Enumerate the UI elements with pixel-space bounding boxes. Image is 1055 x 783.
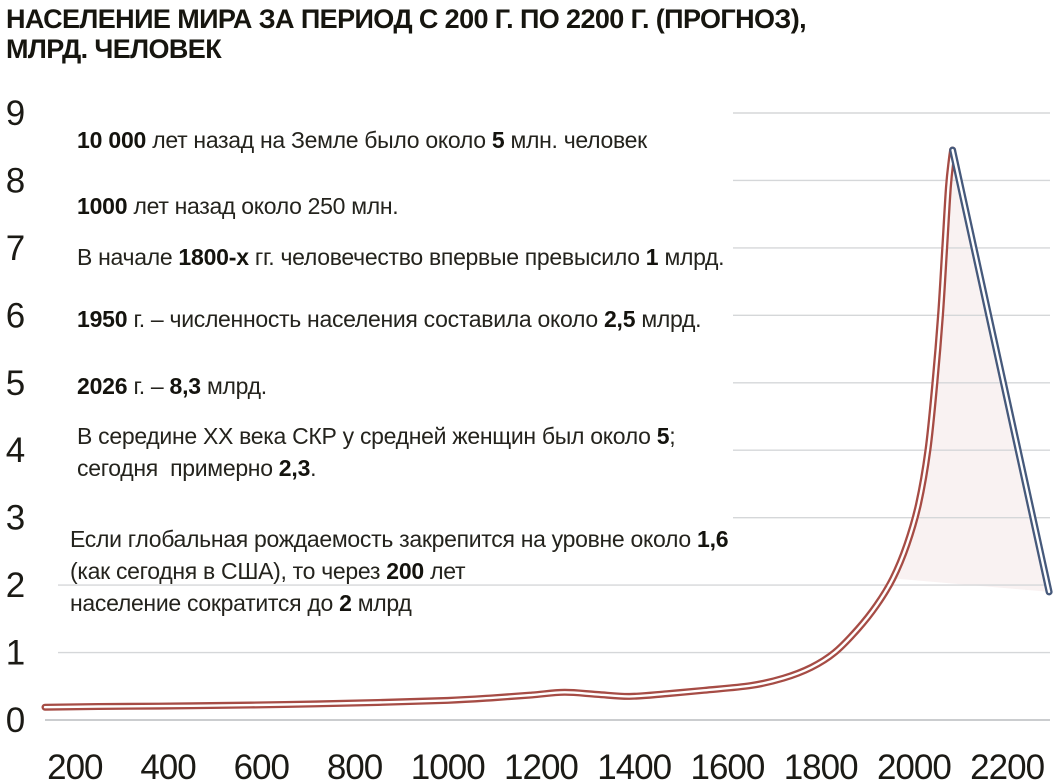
x-tick-2200: 2200 [970,748,1044,783]
x-tick-1800: 1800 [784,748,858,783]
x-axis-labels: 200 400 600 800 1000 1200 1400 1600 1800 2000 2200 [47,748,1045,783]
series-population_history [41,146,957,711]
y-tick-7: 7 [6,229,24,268]
x-tick-600: 600 [234,748,290,783]
x-tick-1200: 1200 [504,748,578,783]
x-tick-1400: 1400 [597,748,671,783]
x-tick-400: 400 [140,748,196,783]
y-tick-0: 0 [6,701,25,740]
x-tick-800: 800 [327,748,383,783]
y-tick-1: 1 [6,634,24,673]
y-tick-5: 5 [6,364,24,403]
x-tick-1000: 1000 [411,748,485,783]
y-tick-9: 9 [6,94,24,133]
page-title: НАСЕЛЕНИЕ МИРА ЗА ПЕРИОД С 200 Г. ПО 220… [6,4,807,64]
y-tick-6: 6 [6,296,24,335]
population_history-core [43,148,954,709]
population_forecast-core [951,148,1051,594]
y-tick-2: 2 [6,566,24,605]
y-tick-8: 8 [6,161,24,200]
gridlines [45,112,1050,721]
y-axis-labels: 0 1 2 3 4 5 6 7 8 9 [6,94,26,740]
x-tick-2000: 2000 [877,748,951,783]
x-tick-1600: 1600 [690,748,764,783]
x-tick-200: 200 [47,748,103,783]
title-line-1: НАСЕЛЕНИЕ МИРА ЗА ПЕРИОД С 200 Г. ПО 220… [6,4,807,34]
y-tick-3: 3 [6,499,24,538]
y-tick-4: 4 [6,431,25,470]
title-line-2: МЛРД. ЧЕЛОВЕК [6,34,222,64]
population_history-outline [41,146,957,711]
peak-fill-area [892,150,1050,592]
series-population_forecast [949,146,1053,596]
